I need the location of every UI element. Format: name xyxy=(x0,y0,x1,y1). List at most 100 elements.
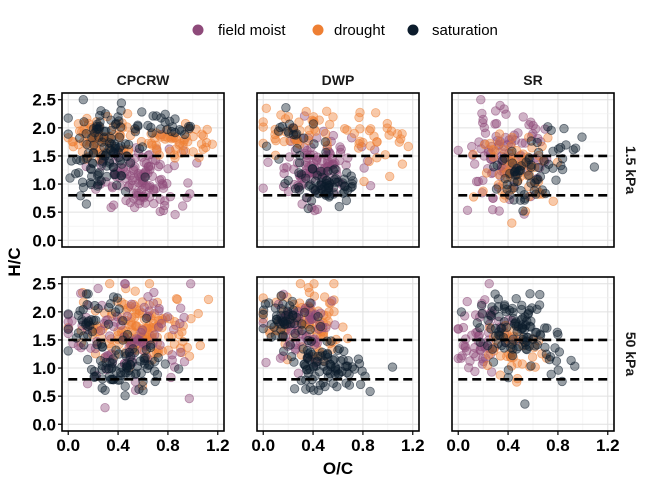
point-saturation xyxy=(303,203,313,214)
facet-panel-sr-1 xyxy=(451,276,615,432)
point-field-moist xyxy=(108,322,119,332)
point-saturation xyxy=(525,289,535,299)
point-saturation xyxy=(333,177,343,187)
point-drought xyxy=(507,218,517,228)
y-tick-label: 2.5 xyxy=(32,275,56,294)
point-drought xyxy=(295,279,306,289)
y-tick-label: 0.5 xyxy=(32,387,56,406)
point-field-moist xyxy=(312,204,323,215)
point-drought xyxy=(179,134,190,145)
point-saturation xyxy=(316,166,326,177)
point-field-moist xyxy=(487,367,497,377)
panel-border xyxy=(61,92,225,248)
point-saturation xyxy=(502,184,512,195)
point-saturation xyxy=(559,123,569,134)
point-field-moist xyxy=(185,279,196,289)
point-saturation xyxy=(299,133,309,143)
point-saturation xyxy=(258,309,268,320)
point-field-moist xyxy=(119,279,130,289)
point-drought xyxy=(397,159,408,169)
point-saturation xyxy=(561,140,571,150)
point-field-moist xyxy=(121,195,131,206)
point-saturation xyxy=(300,361,311,371)
x-tick-label: 0.4 xyxy=(106,436,130,455)
facet-label-sr: SR xyxy=(523,72,542,88)
point-saturation xyxy=(577,132,587,142)
point-saturation xyxy=(289,357,299,367)
point-field-moist xyxy=(135,336,146,347)
point-field-moist xyxy=(149,330,160,340)
point-drought xyxy=(385,171,395,182)
point-field-moist xyxy=(528,120,538,131)
point-saturation xyxy=(279,346,289,356)
panel-points xyxy=(258,279,398,397)
x-axis-title: O/C xyxy=(323,459,353,478)
point-drought xyxy=(271,135,281,146)
point-field-moist xyxy=(116,320,126,330)
point-field-moist xyxy=(93,283,103,294)
point-field-moist xyxy=(495,100,505,111)
point-drought xyxy=(329,279,339,289)
point-saturation xyxy=(310,176,321,186)
point-saturation xyxy=(365,386,375,397)
point-saturation xyxy=(167,122,178,132)
point-field-moist xyxy=(328,130,339,141)
point-field-moist xyxy=(261,357,271,368)
point-drought xyxy=(157,314,167,324)
point-saturation xyxy=(589,162,600,172)
point-saturation xyxy=(146,122,156,133)
point-field-moist xyxy=(520,138,531,148)
point-saturation xyxy=(88,147,99,158)
point-field-moist xyxy=(258,183,268,193)
point-field-moist xyxy=(139,302,150,313)
point-saturation xyxy=(95,110,105,121)
point-field-moist xyxy=(167,350,177,360)
point-field-moist xyxy=(484,279,494,289)
point-saturation xyxy=(145,340,156,350)
point-saturation xyxy=(63,346,73,356)
point-saturation xyxy=(297,319,307,329)
point-saturation xyxy=(566,355,576,366)
point-field-moist xyxy=(143,161,154,172)
point-saturation xyxy=(336,356,346,366)
point-drought xyxy=(382,118,393,129)
panel-points xyxy=(453,94,600,228)
point-drought xyxy=(150,133,160,143)
point-drought xyxy=(137,297,148,307)
point-saturation xyxy=(537,185,548,195)
point-field-moist xyxy=(458,340,469,351)
point-drought xyxy=(485,138,495,149)
point-saturation xyxy=(147,128,157,138)
legend-swatch-drought xyxy=(312,24,324,36)
x-tick-label: 0.8 xyxy=(351,436,375,455)
x-tick-label: 0.0 xyxy=(446,436,470,455)
point-field-moist xyxy=(283,186,294,197)
point-field-moist xyxy=(170,209,180,220)
point-field-moist xyxy=(341,160,351,170)
facet-panel-dwp-1 xyxy=(256,276,420,432)
point-saturation xyxy=(342,361,352,372)
point-saturation xyxy=(313,312,323,322)
point-field-moist xyxy=(307,202,317,213)
point-saturation xyxy=(74,133,85,143)
point-drought xyxy=(304,287,315,298)
x-tick-label: 1.2 xyxy=(596,436,620,455)
point-field-moist xyxy=(453,145,463,156)
point-field-moist xyxy=(144,306,154,316)
point-saturation xyxy=(487,302,497,312)
point-saturation xyxy=(120,391,130,401)
point-field-moist xyxy=(289,164,299,174)
point-saturation xyxy=(308,361,319,371)
point-drought xyxy=(309,279,319,289)
point-saturation xyxy=(349,364,360,374)
point-saturation xyxy=(103,319,114,329)
point-drought xyxy=(144,279,155,289)
point-saturation xyxy=(299,307,310,318)
point-saturation xyxy=(357,366,367,376)
point-saturation xyxy=(140,172,150,182)
point-saturation xyxy=(540,164,550,175)
point-saturation xyxy=(483,315,493,326)
point-saturation xyxy=(82,139,92,150)
point-saturation xyxy=(160,359,171,369)
legend: field moist drought saturation xyxy=(192,22,498,39)
